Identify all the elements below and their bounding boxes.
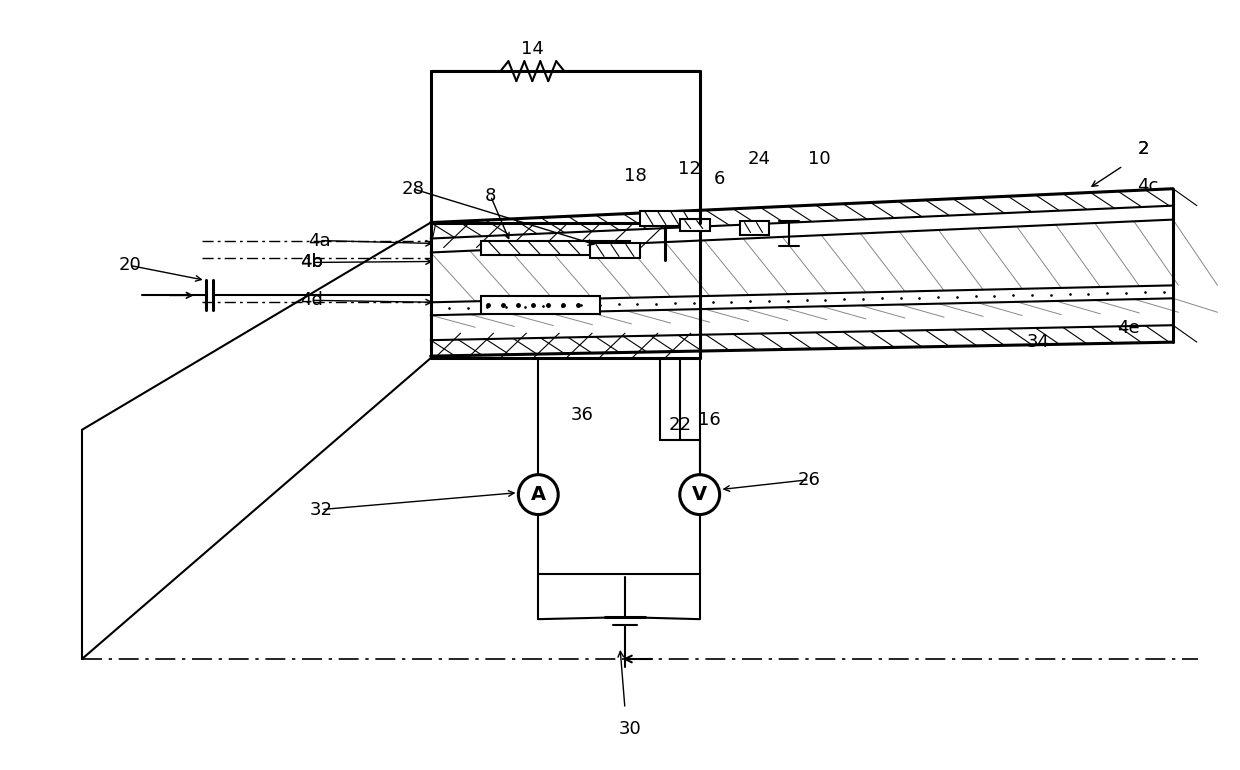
Bar (481, 240, 630, 256)
Text: A: A (531, 485, 546, 504)
Text: 4c: 4c (1137, 177, 1158, 195)
Bar (481, 296, 600, 314)
Bar (680, 219, 709, 230)
Text: 2: 2 (1137, 140, 1148, 158)
Text: 4e: 4e (1117, 320, 1140, 337)
Text: 22: 22 (668, 416, 691, 434)
Text: 14: 14 (521, 40, 544, 59)
Text: 32: 32 (310, 500, 332, 518)
Text: 36: 36 (570, 406, 594, 424)
Text: 34: 34 (1027, 333, 1050, 351)
Text: 20: 20 (118, 256, 141, 274)
Text: 6: 6 (714, 169, 725, 188)
Text: 12: 12 (678, 160, 701, 178)
Text: 4a: 4a (308, 232, 330, 249)
Bar (739, 220, 770, 235)
Text: 18: 18 (624, 167, 646, 185)
Text: 16: 16 (698, 411, 720, 429)
Text: 30: 30 (619, 720, 641, 738)
Bar (590, 243, 640, 259)
Text: 4b: 4b (300, 253, 322, 272)
Text: 2: 2 (1137, 140, 1148, 158)
Text: 24: 24 (748, 150, 771, 168)
Text: 4b: 4b (300, 253, 322, 272)
Text: 10: 10 (808, 150, 831, 168)
Text: 4d: 4d (300, 291, 322, 310)
Text: V: V (692, 485, 707, 504)
Text: 26: 26 (797, 470, 821, 489)
Text: 28: 28 (402, 179, 424, 198)
Text: 8: 8 (485, 186, 496, 205)
Bar (640, 211, 699, 226)
